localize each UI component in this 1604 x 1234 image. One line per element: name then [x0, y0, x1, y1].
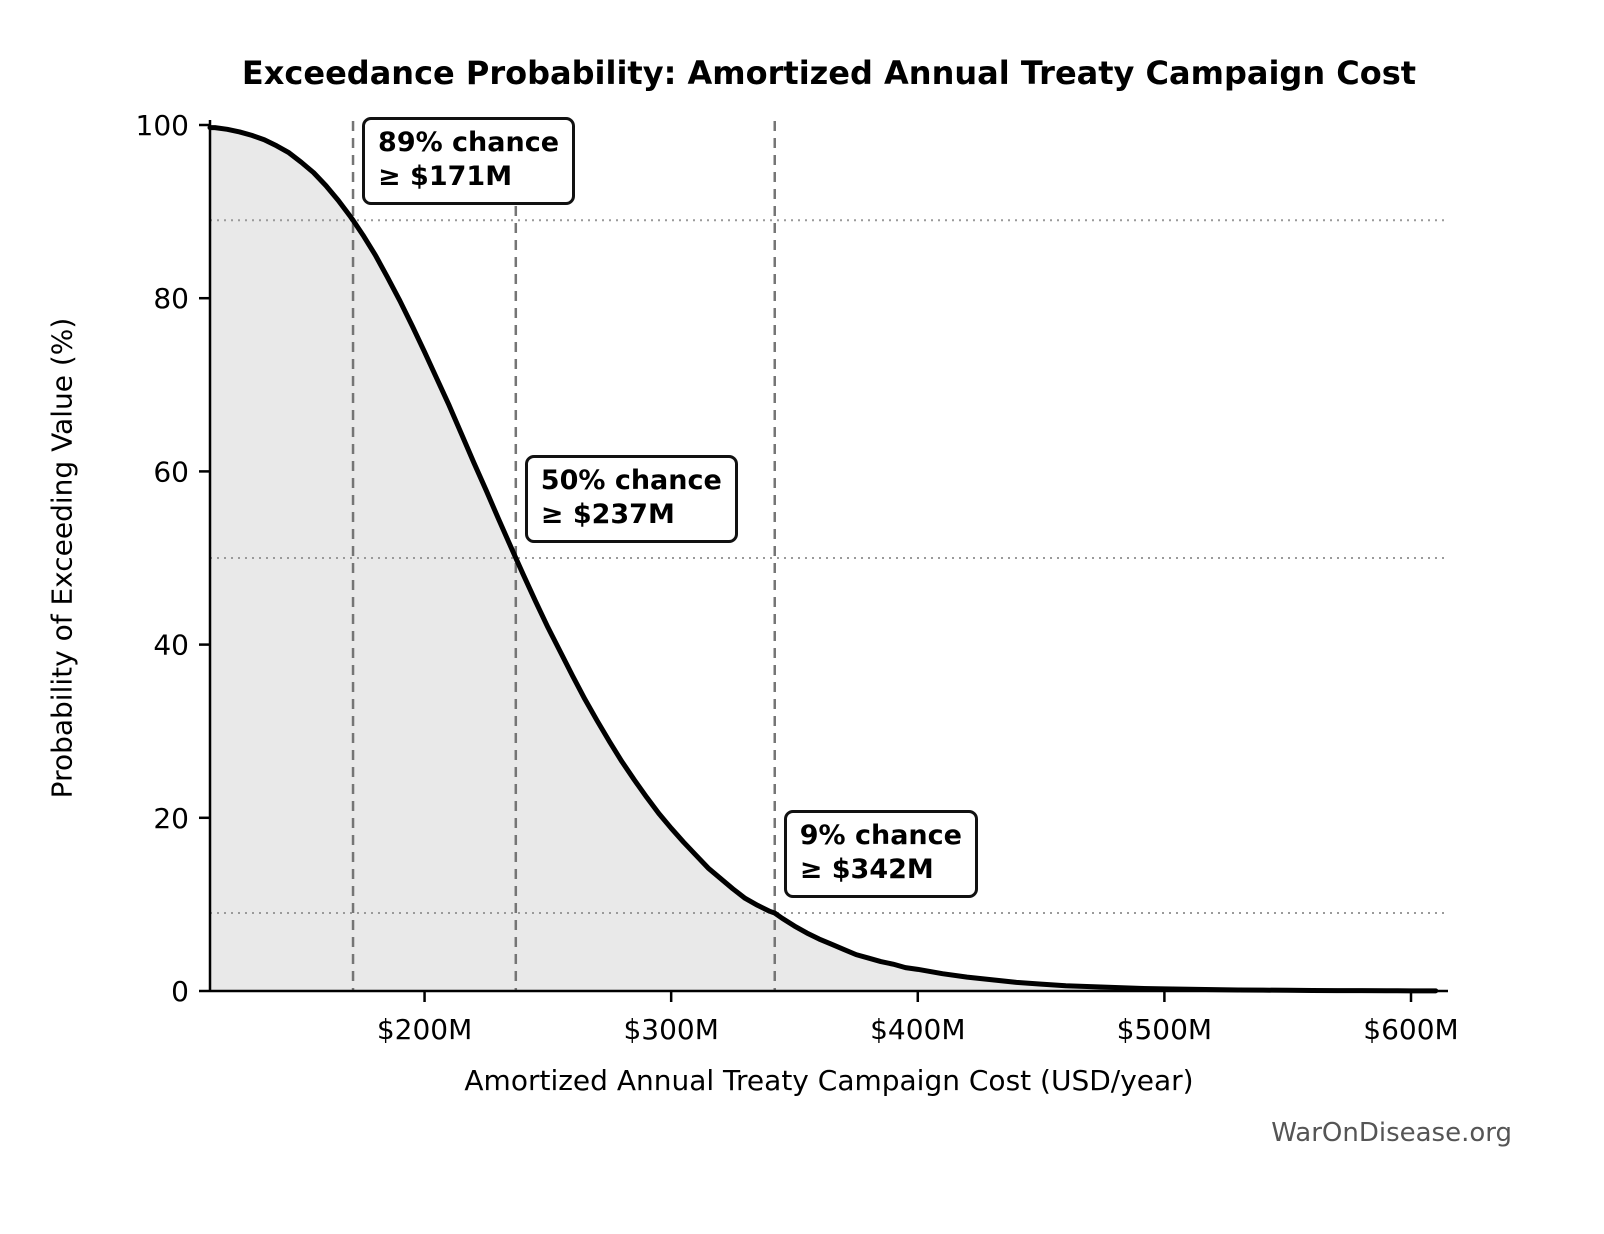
- chart-title: Exceedance Probability: Amortized Annual…: [241, 54, 1417, 92]
- x-tick-label: $500M: [1117, 1013, 1212, 1046]
- y-tick-label: 60: [153, 455, 189, 488]
- annotation-9pct-box: 9% chance ≥ $342M: [783, 810, 978, 898]
- watermark-text: WarOnDisease.org: [1271, 1118, 1512, 1148]
- x-tick-label: $600M: [1363, 1013, 1458, 1046]
- annotation-chance-text: 9% chance: [799, 820, 962, 852]
- x-tick-label: $400M: [870, 1013, 965, 1046]
- annotation-chance-text: 50% chance: [540, 465, 722, 496]
- y-axis-label: Probability of Exceeding Value (%): [45, 317, 79, 799]
- annotation-threshold-text: ≥ $237M: [540, 498, 675, 530]
- y-tick-label: 0: [171, 975, 189, 1008]
- annotation-50pct-box: 50% chance ≥ $237M: [524, 455, 738, 543]
- x-tick-label: $200M: [377, 1013, 472, 1046]
- annotation-threshold-text: ≥ $171M: [378, 161, 513, 192]
- y-tick-label: 40: [153, 629, 189, 662]
- y-tick-label: 100: [136, 109, 189, 142]
- exceedance-curve: [207, 125, 1439, 994]
- y-tick-label: 80: [153, 282, 189, 315]
- x-axis-label: Amortized Annual Treaty Campaign Cost (U…: [464, 1064, 1194, 1097]
- annotation-chance-text: 89% chance: [378, 127, 560, 159]
- y-tick-label: 20: [153, 802, 189, 835]
- x-tick-label: $300M: [623, 1013, 718, 1046]
- annotation-89pct-box: 89% chance ≥ $171M: [362, 117, 576, 205]
- annotation-threshold-text: ≥ $342M: [799, 853, 934, 885]
